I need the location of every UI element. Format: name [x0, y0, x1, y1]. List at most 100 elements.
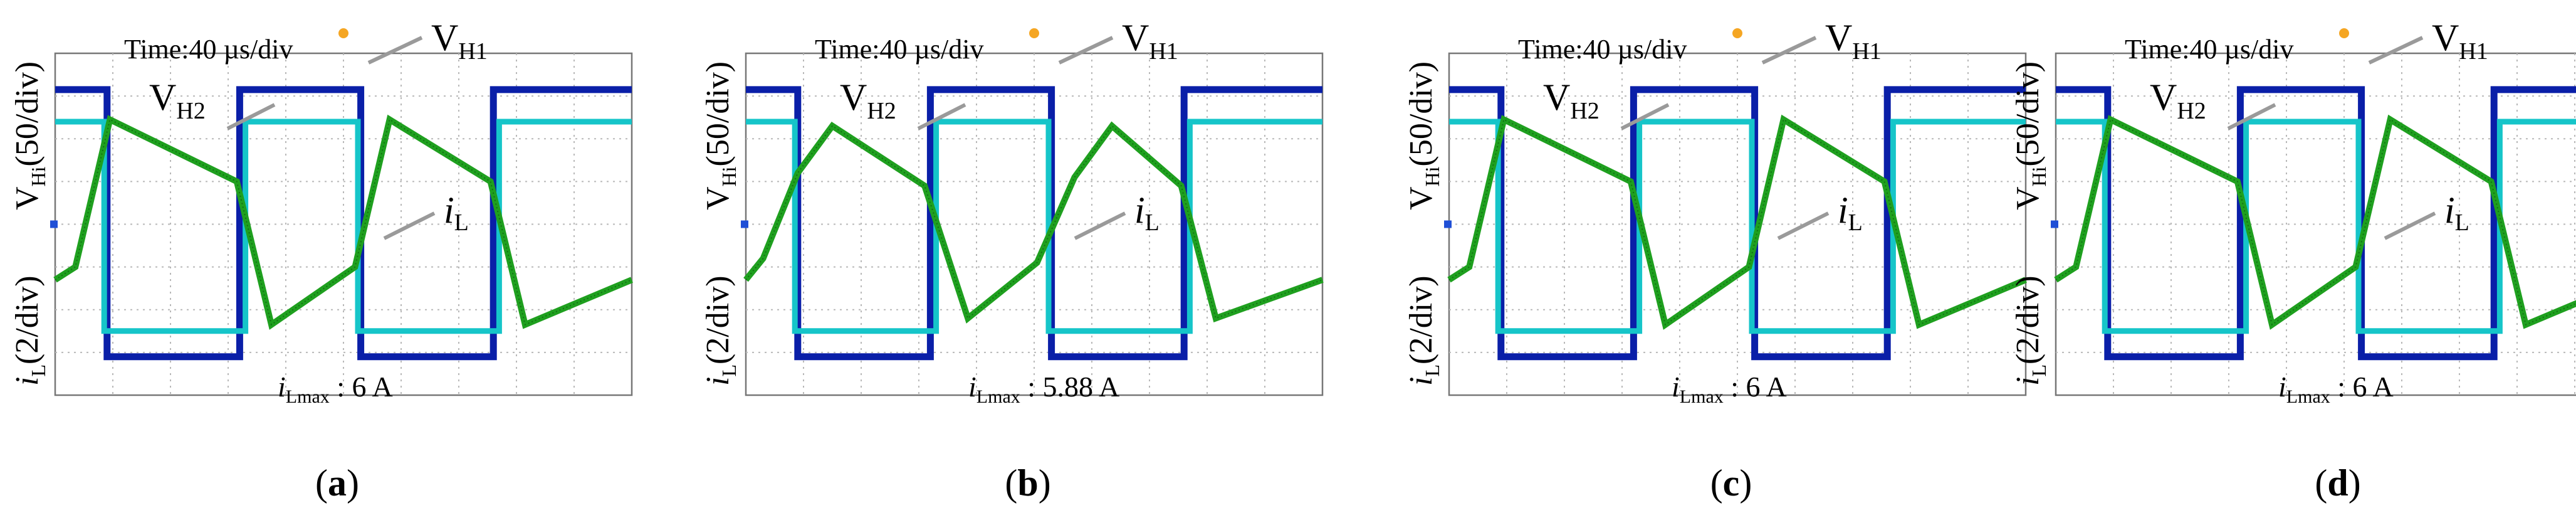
il-label-sub: L: [1848, 209, 1863, 236]
ilmax-annotation-main: i: [968, 371, 976, 403]
vh2-label-sub: H2: [2177, 98, 2206, 124]
vh1-label-main: V: [1122, 17, 1149, 58]
trigger-marker: [1732, 28, 1742, 38]
ylabel-top-rest: (50/div): [1403, 61, 1439, 167]
vh1-label-sub: H1: [1149, 38, 1178, 65]
ylabel-bottom: iL(2/div): [700, 275, 740, 386]
ylabel-top-rest: (50/div): [700, 61, 736, 167]
ylabel-bottom-sub: L: [2028, 364, 2050, 377]
panel-label: (b): [1005, 462, 1050, 504]
panel-label-close: ): [1039, 462, 1051, 504]
ylabel-top-sub: Hi: [1421, 166, 1443, 186]
il-leader: [1074, 211, 1126, 240]
ylabel-bottom-sub: L: [718, 364, 740, 377]
il-label-main: i: [2444, 189, 2455, 231]
ylabel-top: VHi(50/div): [9, 61, 50, 210]
vh1-label: VH1: [2432, 17, 2488, 65]
ilmax-annotation-main: i: [278, 371, 286, 403]
vh1-leader: [367, 36, 423, 65]
trace-vh1: [2056, 86, 2576, 361]
ilmax-annotation-sub: Lmax: [1680, 386, 1724, 407]
ylabel-bottom-main: i: [2010, 377, 2046, 386]
ylabel-top-sub: Hi: [2028, 166, 2050, 186]
ilmax-annotation: iLmax : 6 A: [278, 371, 393, 407]
vh1-label: VH1: [1122, 17, 1178, 65]
vh2-label: VH2: [1543, 77, 1600, 124]
ylabel-bottom-sub: L: [27, 364, 50, 377]
ilmax-annotation-rest: : 6 A: [1724, 371, 1787, 403]
il-label-main: i: [444, 189, 454, 231]
trace-vh1: [1449, 86, 2026, 361]
trigger-marker: [1029, 28, 1039, 38]
panel-label: (a): [315, 462, 359, 504]
ylabel-top: VHi(50/div): [700, 61, 740, 210]
ylabel-top-main: V: [700, 186, 736, 210]
vh1-label-sub: H1: [2459, 38, 2488, 65]
ylabel-top-main: V: [2010, 186, 2046, 210]
ylabel-bottom-main: i: [9, 377, 45, 386]
panel-label-letter: a: [328, 462, 347, 504]
panel-label-close: ): [347, 462, 359, 504]
ylabel-top: VHi(50/div): [2010, 61, 2050, 210]
ylabel-top-main: V: [1403, 186, 1439, 210]
vh2-label-main: V: [1543, 77, 1570, 118]
time-label: Time:40 µs/div: [1518, 34, 1687, 65]
panel-label-letter: b: [1017, 462, 1038, 504]
il-label: iL: [2444, 189, 2469, 236]
il-label-main: i: [1134, 189, 1145, 231]
panel-label: (c): [1710, 462, 1752, 504]
vh2-label: VH2: [840, 77, 896, 124]
ylabel-bottom-rest: (2/div): [1403, 275, 1439, 364]
vh1-label-main: V: [431, 17, 458, 58]
ilmax-annotation-sub: Lmax: [976, 386, 1020, 407]
ylabel-bottom-rest: (2/div): [700, 275, 736, 364]
ylabel-bottom-sub: L: [1421, 364, 1443, 377]
vh2-label-main: V: [840, 77, 867, 118]
trace-il-texture: [745, 125, 1323, 320]
trigger-marker: [338, 28, 348, 38]
ylabel-top-sub: Hi: [718, 166, 740, 186]
vh1-label-sub: H1: [458, 38, 487, 65]
ground-marker: [50, 220, 58, 228]
panel-label-letter: c: [1723, 462, 1740, 504]
ilmax-annotation: iLmax : 6 A: [2278, 371, 2394, 407]
time-label: Time:40 µs/div: [815, 34, 983, 65]
trace-il: [2054, 114, 2576, 330]
ylabel-bottom: iL(2/div): [1403, 275, 1443, 386]
vh2-leader: [2227, 103, 2276, 130]
ground-marker: [741, 220, 748, 228]
vh1-label: VH1: [1825, 17, 1882, 65]
vh2-label-sub: H2: [867, 98, 896, 124]
il-label-sub: L: [454, 209, 469, 236]
ylabel-top-sub: Hi: [27, 166, 50, 186]
ylabel-bottom: iL(2/div): [9, 275, 50, 386]
vh1-label-sub: H1: [1852, 38, 1881, 65]
vh2-leader: [1620, 103, 1670, 130]
vh2-label-main: V: [2150, 77, 2177, 118]
vh2-label: VH2: [2150, 77, 2206, 124]
vh2-leader: [917, 103, 966, 130]
trace-il: [53, 114, 633, 330]
ilmax-annotation: iLmax : 6 A: [1672, 371, 1787, 407]
ylabel-top-main: V: [9, 186, 45, 210]
panel-label-close: ): [1739, 462, 1752, 504]
ilmax-annotation-rest: : 6 A: [330, 371, 393, 403]
vh1-label-main: V: [2432, 17, 2459, 58]
vh2-label-sub: H2: [1570, 98, 1599, 124]
panel-label: (d): [2315, 462, 2360, 504]
ilmax-annotation-main: i: [2278, 371, 2286, 403]
vh2-label-main: V: [149, 77, 176, 118]
panel-label-close: ): [2348, 462, 2361, 504]
ilmax-annotation-rest: : 6 A: [2330, 371, 2394, 403]
panel-label-open: (: [2315, 462, 2327, 504]
ground-marker: [2051, 220, 2058, 228]
il-leader: [2384, 211, 2436, 240]
ylabel-top: VHi(50/div): [1403, 61, 1443, 210]
panel-label-letter: d: [2327, 462, 2348, 504]
vh1-leader: [1058, 36, 1114, 65]
time-label: Time:40 µs/div: [124, 34, 293, 65]
vh1-label: VH1: [431, 17, 488, 65]
